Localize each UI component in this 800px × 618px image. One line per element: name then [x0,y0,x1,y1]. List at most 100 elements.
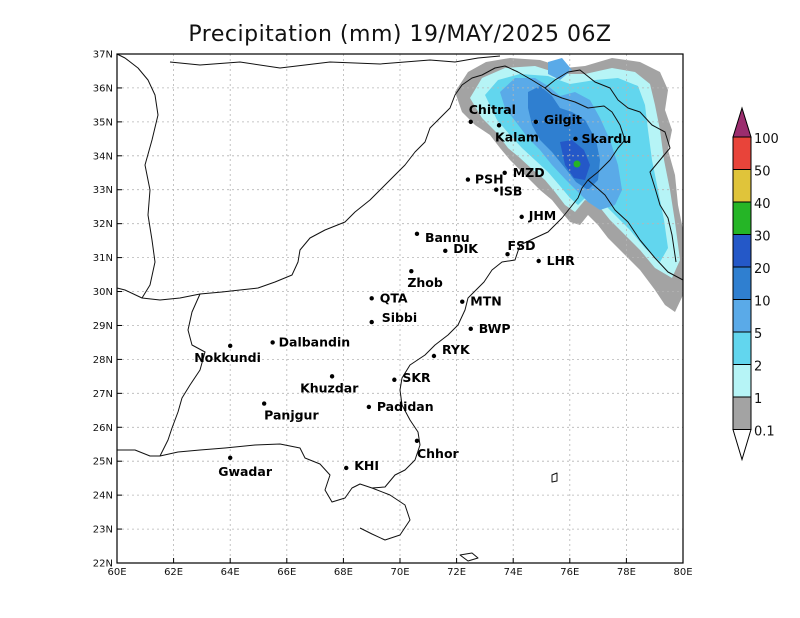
x-tick-label: 64E [221,567,240,578]
legend-label: 40 [754,197,771,212]
afghan-north-border [169,55,501,69]
legend-label: 5 [754,327,762,342]
legend-swatch [732,234,752,268]
legend-swatch [732,331,752,365]
legend-swatch [732,201,752,235]
legend-swatch [732,136,752,170]
legend-swatch [732,429,752,462]
y-tick-label: 35N [93,117,113,128]
legend-label: 100 [754,132,779,147]
iran-afghan-border [116,53,159,299]
city-marker [228,455,233,461]
city-marker [536,258,541,264]
y-tick-label: 28N [93,355,113,366]
city-marker [366,404,372,410]
city-marker [496,123,502,128]
city-label: DIK [453,241,479,256]
precipitation-shading [455,58,683,312]
y-tick-label: 27N [93,389,113,400]
city-label: Gwadar [218,464,273,479]
x-tick-label: 68E [334,567,353,578]
city-label: LHR [547,253,575,268]
y-tick-label: 34N [93,151,113,162]
legend-label: 30 [754,230,771,245]
map-title: Precipitation (mm) 19/MAY/2025 06Z [188,22,611,47]
city-label: Skardu [581,131,631,146]
iran-pakistan-border [159,293,206,457]
india-border [587,179,684,281]
y-axis-ticks: 37N 36N 35N 34N 33N 32N 31N 30N 29N 28N 27N 26N 25N 2… [93,50,122,570]
color-bar-legend: 100 50 40 30 20 10 5 2 1 0.1 [732,106,779,462]
city-marker [505,252,510,257]
city-label: Gilgit [544,112,582,127]
rain-contour-north-cell [548,58,572,80]
city-marker [414,231,420,237]
city-label: Chitral [469,102,516,117]
city-marker [414,438,420,444]
city-marker [468,119,473,125]
city-marker [369,296,374,301]
city-label: Bannu [425,230,470,245]
city-marker [533,119,539,125]
city-label: Khuzdar [300,380,359,395]
city-label: JHM [528,208,557,223]
city-label: QTA [380,290,408,305]
legend-swatch [732,299,752,333]
city-label: Nokkundi [194,350,261,365]
city-marker [460,299,465,304]
y-tick-label: 26N [93,423,113,434]
city-marker [369,319,374,325]
city-label: Kalam [495,129,539,144]
city-label: FSD [508,238,536,253]
x-tick-label: 60E [107,567,126,578]
x-tick-label: 70E [390,567,409,578]
city-marker [519,214,524,220]
x-tick-label: 74E [504,567,523,578]
city-label: MTN [470,294,501,309]
y-tick-label: 30N [93,287,113,298]
x-tick-label: 76E [560,567,579,578]
kutch-coast [459,552,479,562]
y-tick-label: 23N [93,525,113,536]
city-marker [228,343,233,349]
city-marker [261,401,267,406]
x-tick-label: 78E [617,567,636,578]
city-marker [465,177,471,182]
city-label: KHI [354,458,379,473]
city-marker [573,136,578,142]
legend-swatch [732,169,752,203]
legend-label: 10 [754,295,771,310]
legend-swatch [732,396,752,430]
city-marker [494,187,499,192]
legend-label: 2 [754,360,762,375]
rain-contour-20-30 [560,140,590,180]
x-axis-ticks: 60E 62E 64E 66E 68E 70E 72E 74E 76E 78E 80E [107,558,693,578]
y-tick-label: 22N [93,559,113,570]
city-label: Sibbi [382,310,417,325]
city-marker [409,268,414,274]
y-tick-label: 24N [93,491,113,502]
lat-lon-grid [117,54,683,563]
city-label: Panjgur [264,408,319,423]
plot-area [116,53,684,563]
city-label: ISB [499,184,522,199]
legend-swatch [732,106,752,138]
y-tick-label: 37N [93,50,113,61]
city-label: Dalbandin [279,334,351,349]
x-tick-label: 72E [447,567,466,578]
legend-swatch [732,364,752,398]
legend-label: 20 [754,262,771,277]
pakistan-border [116,65,626,503]
city-label: SKR [402,370,431,385]
city-marker [329,374,335,379]
city-marker [431,353,437,359]
country-borders [116,53,684,562]
city-marker [344,465,349,471]
gujarat-coast [359,487,411,541]
city-label: PSH [475,172,504,187]
x-tick-label: 66E [277,567,296,578]
city-label: BWP [479,321,511,336]
x-tick-label: 62E [164,567,183,578]
